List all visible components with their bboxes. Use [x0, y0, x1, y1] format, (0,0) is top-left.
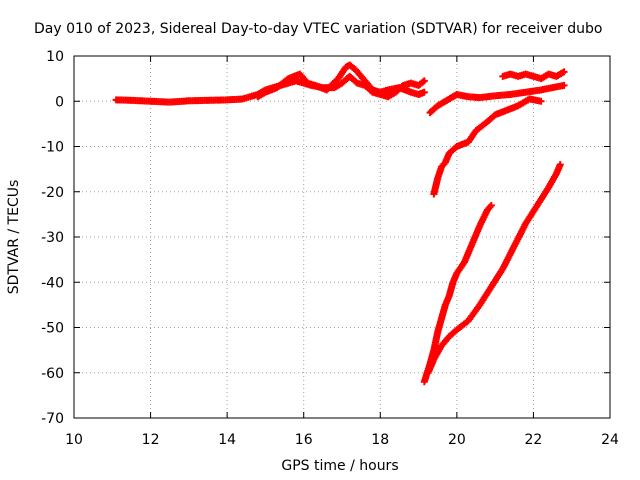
y-axis-label: SDTVAR / TECUs [6, 180, 22, 295]
y-tick-label: -40 [41, 275, 64, 291]
x-tick-label: 24 [601, 432, 619, 448]
x-tick-label: 20 [448, 432, 466, 448]
x-tick-label: 16 [295, 432, 313, 448]
chart-title: Day 010 of 2023, Sidereal Day-to-day VTE… [34, 21, 602, 37]
data-point [560, 81, 568, 89]
x-tick-label: 22 [525, 432, 543, 448]
data-point [420, 88, 428, 96]
data-points [112, 61, 568, 386]
y-tick-label: -10 [41, 140, 64, 156]
series-6 [420, 201, 495, 386]
series-4 [499, 68, 568, 83]
data-point [556, 161, 564, 169]
x-tick-label: 18 [371, 432, 389, 448]
series-7 [424, 161, 564, 377]
data-point [487, 201, 495, 209]
x-tick-label: 14 [218, 432, 236, 448]
axis-ticks [73, 55, 611, 419]
data-point [560, 68, 568, 76]
y-tick-label: 10 [46, 49, 64, 65]
data-point [537, 97, 545, 105]
y-axis-tick-labels: 10 0 -10 -20 -30 -40 -50 -60 -70 [41, 49, 64, 427]
x-axis-label: GPS time / hours [281, 458, 398, 474]
x-axis-tick-labels: 10 12 14 16 18 20 22 24 [65, 432, 619, 448]
grid-lines [74, 56, 610, 418]
series-3 [426, 81, 568, 117]
y-tick-label: -60 [41, 366, 64, 382]
x-tick-label: 10 [65, 432, 83, 448]
y-tick-label: -20 [41, 185, 64, 201]
y-tick-label: -30 [41, 230, 64, 246]
y-tick-label: -50 [41, 321, 64, 337]
series-2 [254, 61, 428, 101]
series-5 [430, 95, 545, 198]
data-point [420, 77, 428, 85]
y-tick-label: -70 [41, 411, 64, 427]
y-tick-label: 0 [55, 94, 64, 110]
x-tick-label: 12 [142, 432, 160, 448]
